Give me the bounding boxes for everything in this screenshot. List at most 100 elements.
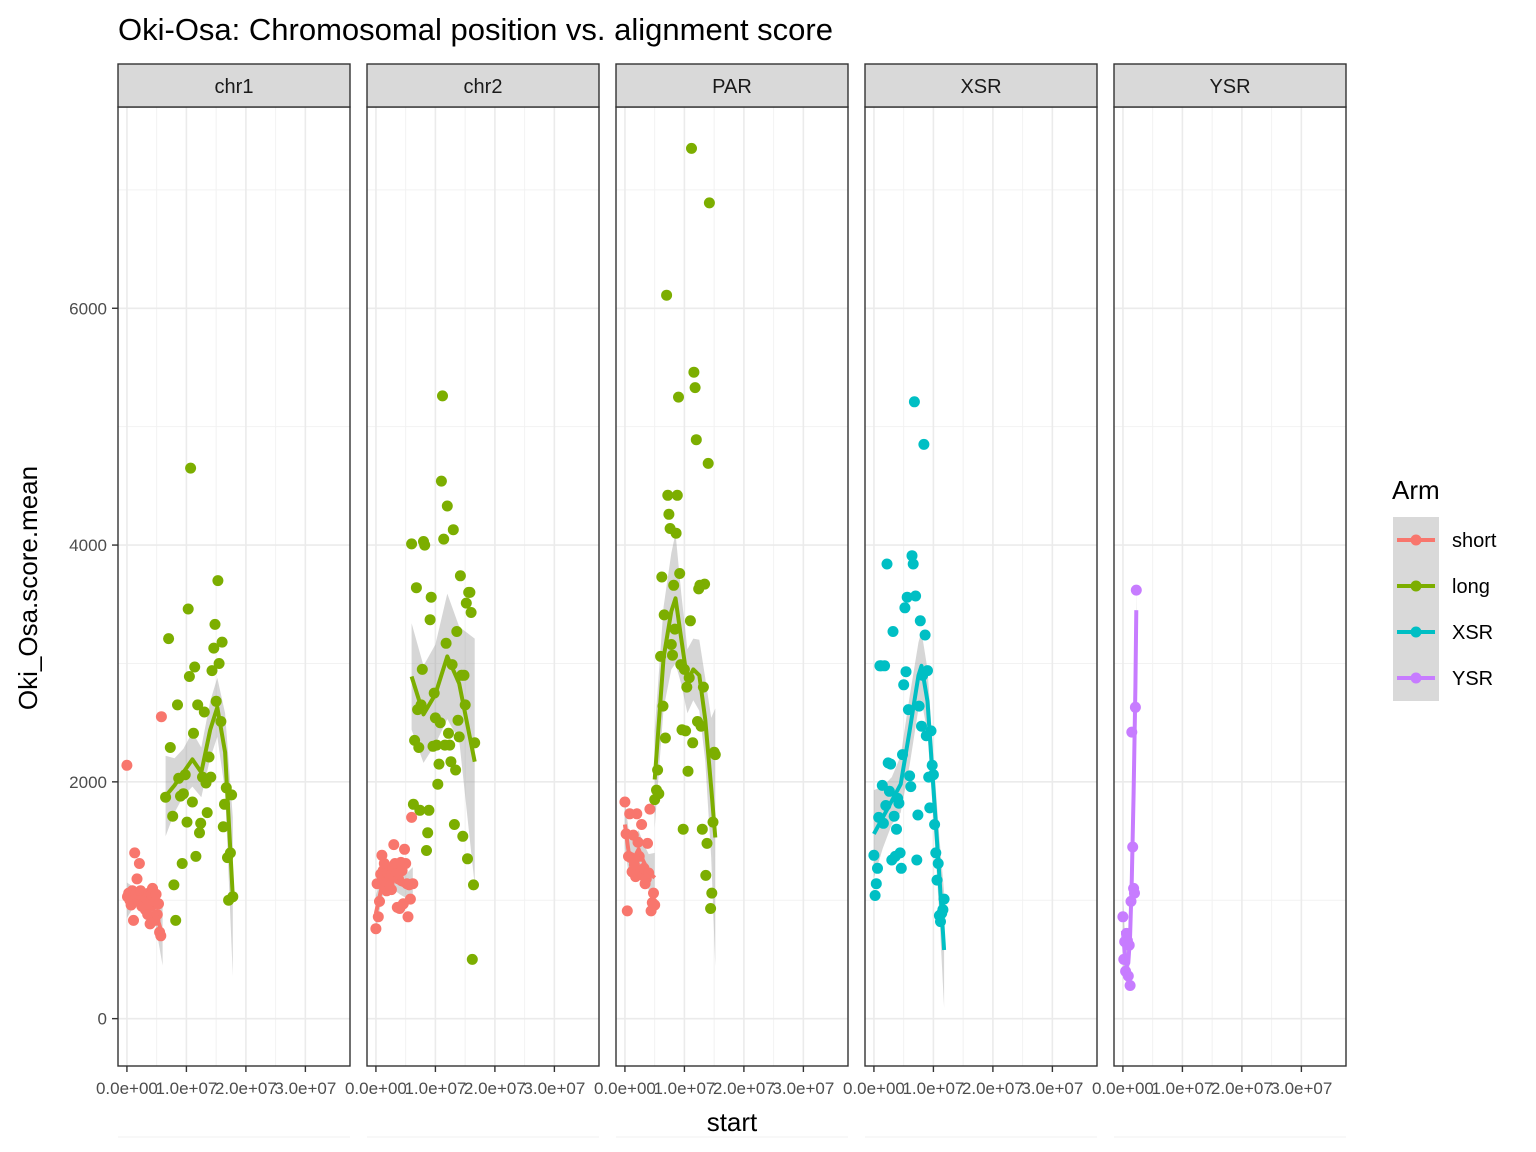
data-point [870, 878, 882, 890]
data-point [703, 197, 715, 209]
data-point [869, 890, 881, 901]
data-point [462, 853, 473, 865]
data-point [919, 629, 931, 641]
data-point [908, 396, 920, 408]
data-point [910, 590, 922, 602]
data-point [205, 771, 217, 783]
data-point [425, 591, 437, 603]
data-point [1124, 980, 1136, 991]
data-point [424, 614, 436, 626]
data-point [1122, 970, 1134, 982]
data-point [133, 858, 145, 869]
data-point [893, 797, 905, 809]
x-tick-label: 0.0e+00 [843, 1079, 905, 1098]
data-point [667, 649, 678, 661]
series-short [121, 711, 167, 966]
data-point [901, 591, 913, 603]
data-point [881, 558, 893, 570]
data-point [653, 788, 665, 800]
x-tick-label: 1.0e+07 [1151, 1079, 1213, 1098]
data-point [659, 732, 671, 744]
data-point [150, 888, 162, 900]
x-tick-label: 3.0e+07 [1270, 1079, 1332, 1098]
data-point [217, 821, 229, 833]
data-point [631, 808, 643, 820]
facet-strip-label: chr2 [464, 76, 503, 98]
data-point [466, 953, 478, 965]
smooth-line [652, 596, 718, 838]
data-point [452, 714, 464, 726]
facet-strip [1113, 63, 1347, 108]
data-point [905, 781, 917, 793]
smooth-line [126, 894, 165, 937]
facet-chr2: chr2 0.0e+001.0e+072.0e+073.0e+07 [345, 63, 600, 1138]
data-point [891, 823, 902, 835]
x-tick-label: 1.0e+07 [404, 1079, 466, 1098]
data-point [868, 849, 880, 861]
data-point [872, 862, 883, 874]
facet-chr1: chr1 0.0e+001.0e+072.0e+073.0e+07 [96, 63, 351, 1138]
y-axis-title: Oki_Osa.score.mean [13, 466, 43, 710]
legend-key-point [1410, 580, 1422, 592]
legend-label: XSR [1452, 622, 1493, 644]
data-point [177, 788, 189, 800]
data-point [435, 475, 447, 487]
data-point [181, 816, 193, 828]
x-tick-label: 3.0e+07 [1021, 1079, 1083, 1098]
data-point [372, 911, 384, 923]
data-point [422, 827, 434, 839]
data-point [370, 923, 382, 935]
legend-label: long [1452, 576, 1490, 598]
data-point [663, 508, 675, 520]
facet-YSR: YSR 0.0e+001.0e+072.0e+073.0e+07 [1092, 63, 1347, 1138]
data-point [206, 665, 218, 677]
data-point [632, 836, 644, 848]
data-point [406, 811, 418, 823]
data-point [914, 615, 926, 627]
data-point [454, 570, 466, 582]
data-point [906, 550, 918, 562]
y-tick-label: 4000 [69, 536, 107, 555]
facet-strip [366, 63, 600, 108]
legend-key-point [1410, 626, 1422, 638]
data-point [164, 742, 176, 753]
legend-item-long: long [1393, 563, 1490, 609]
legend-item-short: short [1393, 517, 1497, 563]
data-point [208, 642, 220, 654]
x-tick-label: 1.0e+07 [155, 1079, 217, 1098]
facet-PAR: PAR 0.0e+001.0e+072.0e+073.0e+07 [594, 63, 849, 1138]
data-point [421, 845, 432, 856]
x-tick-label: 2.0e+07 [464, 1079, 526, 1098]
data-point [898, 679, 910, 691]
confidence-ribbon [165, 677, 233, 976]
legend-label: short [1452, 530, 1497, 552]
data-point [443, 727, 454, 739]
data-point [210, 695, 222, 707]
data-point [700, 869, 712, 881]
data-point [924, 802, 936, 814]
data-point [684, 615, 696, 627]
data-point [918, 438, 930, 450]
y-tick-label: 2000 [69, 773, 107, 792]
x-tick-label: 2.0e+07 [215, 1079, 277, 1098]
confidence-ribbon [411, 593, 475, 885]
x-tick-label: 1.0e+07 [902, 1079, 964, 1098]
data-point [699, 578, 711, 590]
facet-strip [615, 63, 849, 108]
data-point [176, 858, 188, 869]
data-point [400, 858, 412, 869]
data-point [677, 823, 689, 835]
x-tick-label: 0.0e+00 [345, 1079, 407, 1098]
smooth-line [872, 663, 947, 951]
legend-label: YSR [1452, 668, 1493, 690]
data-point [705, 903, 717, 914]
data-point [887, 626, 899, 637]
data-point [702, 457, 714, 469]
data-point [665, 639, 677, 650]
data-point [458, 669, 470, 681]
series-XSR [868, 396, 950, 1008]
x-tick-label: 1.0e+07 [653, 1079, 715, 1098]
data-point [644, 803, 656, 815]
data-point [680, 725, 692, 737]
